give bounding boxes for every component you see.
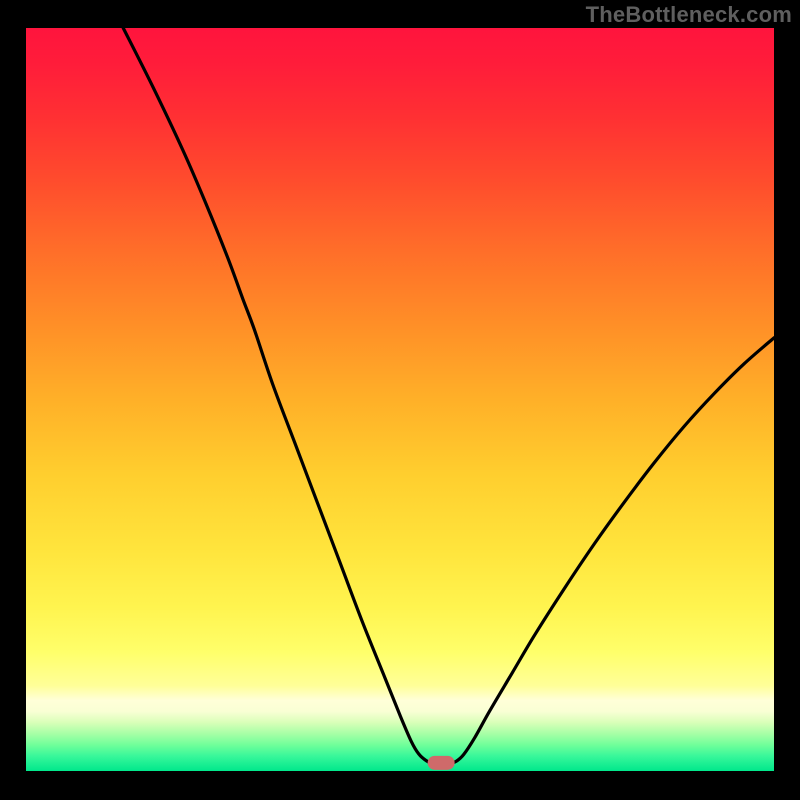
watermark-label: TheBottleneck.com: [586, 2, 792, 28]
chart-svg: [0, 0, 800, 800]
optimal-point-marker: [428, 756, 455, 770]
heatmap-gradient-background: [26, 28, 774, 771]
chart-stage: TheBottleneck.com: [0, 0, 800, 800]
